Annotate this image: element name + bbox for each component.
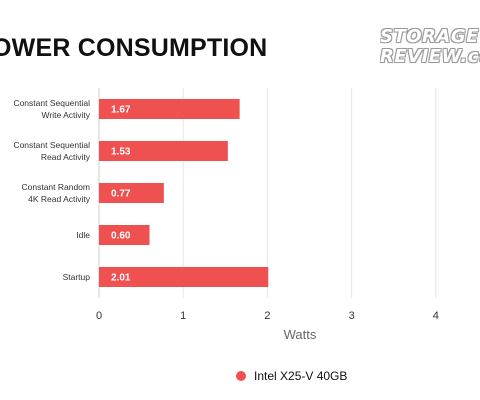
bar — [99, 267, 269, 287]
category-label: Write Activity — [42, 110, 91, 120]
bar — [99, 225, 150, 245]
data-label: 1.53 — [111, 147, 131, 158]
legend-label: Intel X25-V 40GB — [254, 369, 348, 383]
data-label: 0.77 — [111, 189, 131, 200]
category-labels: Constant Sequential Write Activity Constan… — [13, 98, 90, 282]
x-axis-title: Watts — [284, 327, 317, 342]
legend: Intel X25-V 40GB — [236, 369, 347, 383]
category-label: Constant Sequential — [13, 98, 90, 108]
x-axis-ticks: 0 1 2 3 4 — [96, 310, 439, 322]
data-label: 0.60 — [111, 231, 131, 242]
data-label: 2.01 — [111, 273, 131, 284]
x-tick-label: 3 — [349, 310, 355, 322]
bar — [99, 183, 164, 203]
x-tick-label: 4 — [433, 310, 439, 322]
category-label: Idle — [76, 230, 90, 240]
data-label: 1.67 — [111, 105, 131, 116]
x-tick-label: 1 — [180, 310, 186, 322]
category-label: Startup — [63, 272, 91, 282]
storagereview-logo: STORAGE REVIEW.com — [380, 26, 480, 70]
category-label: 4K Read Activity — [28, 194, 91, 204]
logo-line-top: STORAGE — [380, 26, 479, 47]
bar — [99, 141, 228, 161]
bar — [99, 99, 240, 119]
chart-title: OWER CONSUMPTION — [0, 34, 268, 62]
gridlines — [98, 88, 437, 298]
logo-line-bottom: REVIEW.com — [380, 46, 480, 67]
category-label: Read Activity — [41, 152, 91, 162]
category-label: Constant Random — [21, 182, 90, 192]
category-label: Constant Sequential — [13, 140, 90, 150]
x-tick-label: 0 — [96, 310, 102, 322]
legend-swatch — [236, 371, 246, 381]
bars: 1.67 1.53 0.77 0.60 2.01 — [99, 99, 269, 287]
x-tick-label: 2 — [264, 310, 270, 322]
